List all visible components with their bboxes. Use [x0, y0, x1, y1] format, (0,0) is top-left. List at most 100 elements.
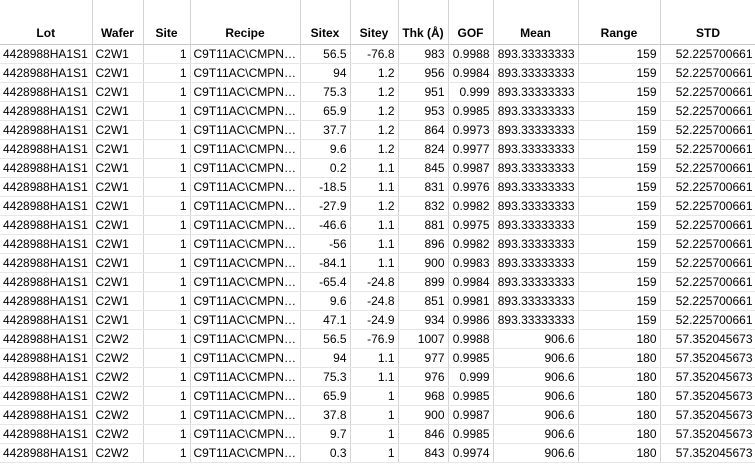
cell-range[interactable]: 159	[578, 253, 661, 273]
cell-mean[interactable]: 906.6	[493, 367, 579, 387]
cell-std[interactable]: 52.225700661	[660, 196, 755, 216]
cell-gof[interactable]: 0.999	[448, 367, 494, 387]
cell-sitex[interactable]: 9.7	[300, 424, 351, 444]
cell-mean[interactable]: 906.6	[493, 386, 579, 406]
cell-lot[interactable]: 4428988HA1S1	[0, 329, 93, 349]
cell-sitey[interactable]: 1.1	[350, 234, 399, 254]
cell-recipe[interactable]: C9T11AC\CMPNI...	[190, 139, 301, 159]
cell-range[interactable]: 180	[578, 424, 661, 444]
cell-gof[interactable]: 0.9986	[448, 310, 494, 330]
cell-lot[interactable]: 4428988HA1S1	[0, 405, 93, 425]
cell-wafer[interactable]: C2W1	[92, 177, 144, 197]
cell-std[interactable]: 52.225700661	[660, 177, 755, 197]
cell-std[interactable]: 57.352045673	[660, 443, 755, 463]
cell-sitex[interactable]: -65.4	[300, 272, 351, 292]
cell-gof[interactable]: 0.9982	[448, 234, 494, 254]
cell-recipe[interactable]: C9T11AC\CMPNI...	[190, 196, 301, 216]
table-row[interactable]: 4428988HA1S1 C2W2 1 C9T11AC\CMPNI... 75.3 1.1…	[0, 367, 755, 387]
cell-thk[interactable]: 843	[398, 443, 449, 463]
cell-recipe[interactable]: C9T11AC\CMPNI...	[190, 424, 301, 444]
cell-sitex[interactable]: 56.5	[300, 44, 351, 64]
column-header-sitey[interactable]: Sitey	[350, 0, 399, 45]
cell-range[interactable]: 159	[578, 101, 661, 121]
cell-recipe[interactable]: C9T11AC\CMPNI...	[190, 215, 301, 235]
cell-site[interactable]: 1	[143, 139, 191, 159]
cell-lot[interactable]: 4428988HA1S1	[0, 63, 93, 83]
cell-sitey[interactable]: 1.1	[350, 215, 399, 235]
cell-thk[interactable]: 953	[398, 101, 449, 121]
column-header-std[interactable]: STD	[660, 0, 755, 45]
column-header-mean[interactable]: Mean	[493, 0, 579, 45]
column-header-wafer[interactable]: Wafer	[92, 0, 144, 45]
cell-sitey[interactable]: 1.1	[350, 348, 399, 368]
cell-site[interactable]: 1	[143, 215, 191, 235]
column-header-gof[interactable]: GOF	[448, 0, 494, 45]
cell-range[interactable]: 159	[578, 44, 661, 64]
cell-gof[interactable]: 0.9984	[448, 63, 494, 83]
cell-gof[interactable]: 0.9985	[448, 386, 494, 406]
cell-lot[interactable]: 4428988HA1S1	[0, 367, 93, 387]
cell-sitex[interactable]: -46.6	[300, 215, 351, 235]
cell-mean[interactable]: 893.33333333	[493, 253, 579, 273]
cell-range[interactable]: 159	[578, 63, 661, 83]
cell-sitex[interactable]: -18.5	[300, 177, 351, 197]
cell-mean[interactable]: 893.33333333	[493, 215, 579, 235]
cell-gof[interactable]: 0.9983	[448, 253, 494, 273]
cell-std[interactable]: 52.225700661	[660, 215, 755, 235]
cell-std[interactable]: 52.225700661	[660, 139, 755, 159]
cell-mean[interactable]: 893.33333333	[493, 44, 579, 64]
cell-wafer[interactable]: C2W1	[92, 196, 144, 216]
cell-wafer[interactable]: C2W2	[92, 405, 144, 425]
cell-std[interactable]: 52.225700661	[660, 120, 755, 140]
cell-wafer[interactable]: C2W1	[92, 310, 144, 330]
cell-thk[interactable]: 977	[398, 348, 449, 368]
table-row[interactable]: 4428988HA1S1 C2W2 1 C9T11AC\CMPNI... 94 1.1 97…	[0, 348, 755, 368]
cell-site[interactable]: 1	[143, 253, 191, 273]
cell-mean[interactable]: 893.33333333	[493, 234, 579, 254]
cell-sitex[interactable]: 37.8	[300, 405, 351, 425]
cell-thk[interactable]: 900	[398, 405, 449, 425]
cell-std[interactable]: 52.225700661	[660, 272, 755, 292]
cell-mean[interactable]: 893.33333333	[493, 120, 579, 140]
cell-gof[interactable]: 0.9984	[448, 272, 494, 292]
cell-gof[interactable]: 0.9985	[448, 424, 494, 444]
cell-recipe[interactable]: C9T11AC\CMPNI...	[190, 405, 301, 425]
cell-sitex[interactable]: 65.9	[300, 386, 351, 406]
cell-thk[interactable]: 831	[398, 177, 449, 197]
cell-range[interactable]: 159	[578, 82, 661, 102]
cell-recipe[interactable]: C9T11AC\CMPNI...	[190, 44, 301, 64]
cell-sitex[interactable]: 75.3	[300, 82, 351, 102]
cell-lot[interactable]: 4428988HA1S1	[0, 158, 93, 178]
cell-sitey[interactable]: 1.2	[350, 120, 399, 140]
cell-std[interactable]: 52.225700661	[660, 63, 755, 83]
cell-sitey[interactable]: 1.2	[350, 82, 399, 102]
cell-recipe[interactable]: C9T11AC\CMPNI...	[190, 120, 301, 140]
cell-std[interactable]: 57.352045673	[660, 424, 755, 444]
cell-recipe[interactable]: C9T11AC\CMPNI...	[190, 158, 301, 178]
cell-site[interactable]: 1	[143, 443, 191, 463]
cell-std[interactable]: 57.352045673	[660, 386, 755, 406]
cell-range[interactable]: 180	[578, 348, 661, 368]
cell-wafer[interactable]: C2W1	[92, 44, 144, 64]
cell-thk[interactable]: 900	[398, 253, 449, 273]
cell-sitey[interactable]: 1	[350, 386, 399, 406]
cell-lot[interactable]: 4428988HA1S1	[0, 120, 93, 140]
cell-sitex[interactable]: 47.1	[300, 310, 351, 330]
table-row[interactable]: 4428988HA1S1 C2W1 1 C9T11AC\CMPNI... 9.6 1.2 8…	[0, 139, 755, 159]
column-header-thk[interactable]: Thk (Å)	[398, 0, 449, 45]
table-row[interactable]: 4428988HA1S1 C2W1 1 C9T11AC\CMPNI... 0.2 1.1 8…	[0, 158, 755, 178]
cell-site[interactable]: 1	[143, 44, 191, 64]
cell-std[interactable]: 57.352045673	[660, 367, 755, 387]
cell-sitey[interactable]: 1.2	[350, 196, 399, 216]
table-row[interactable]: 4428988HA1S1 C2W2 1 C9T11AC\CMPNI... 56.5 -76…	[0, 329, 755, 349]
table-row[interactable]: 4428988HA1S1 C2W2 1 C9T11AC\CMPNI... 9.7 1 846…	[0, 424, 755, 444]
cell-lot[interactable]: 4428988HA1S1	[0, 139, 93, 159]
table-row[interactable]: 4428988HA1S1 C2W1 1 C9T11AC\CMPNI... 94 1.2 95…	[0, 63, 755, 83]
cell-wafer[interactable]: C2W1	[92, 272, 144, 292]
cell-wafer[interactable]: C2W1	[92, 253, 144, 273]
cell-range[interactable]: 180	[578, 443, 661, 463]
table-row[interactable]: 4428988HA1S1 C2W1 1 C9T11AC\CMPNI... 9.6 -24.…	[0, 291, 755, 311]
cell-std[interactable]: 52.225700661	[660, 82, 755, 102]
cell-sitex[interactable]: 9.6	[300, 139, 351, 159]
cell-lot[interactable]: 4428988HA1S1	[0, 291, 93, 311]
